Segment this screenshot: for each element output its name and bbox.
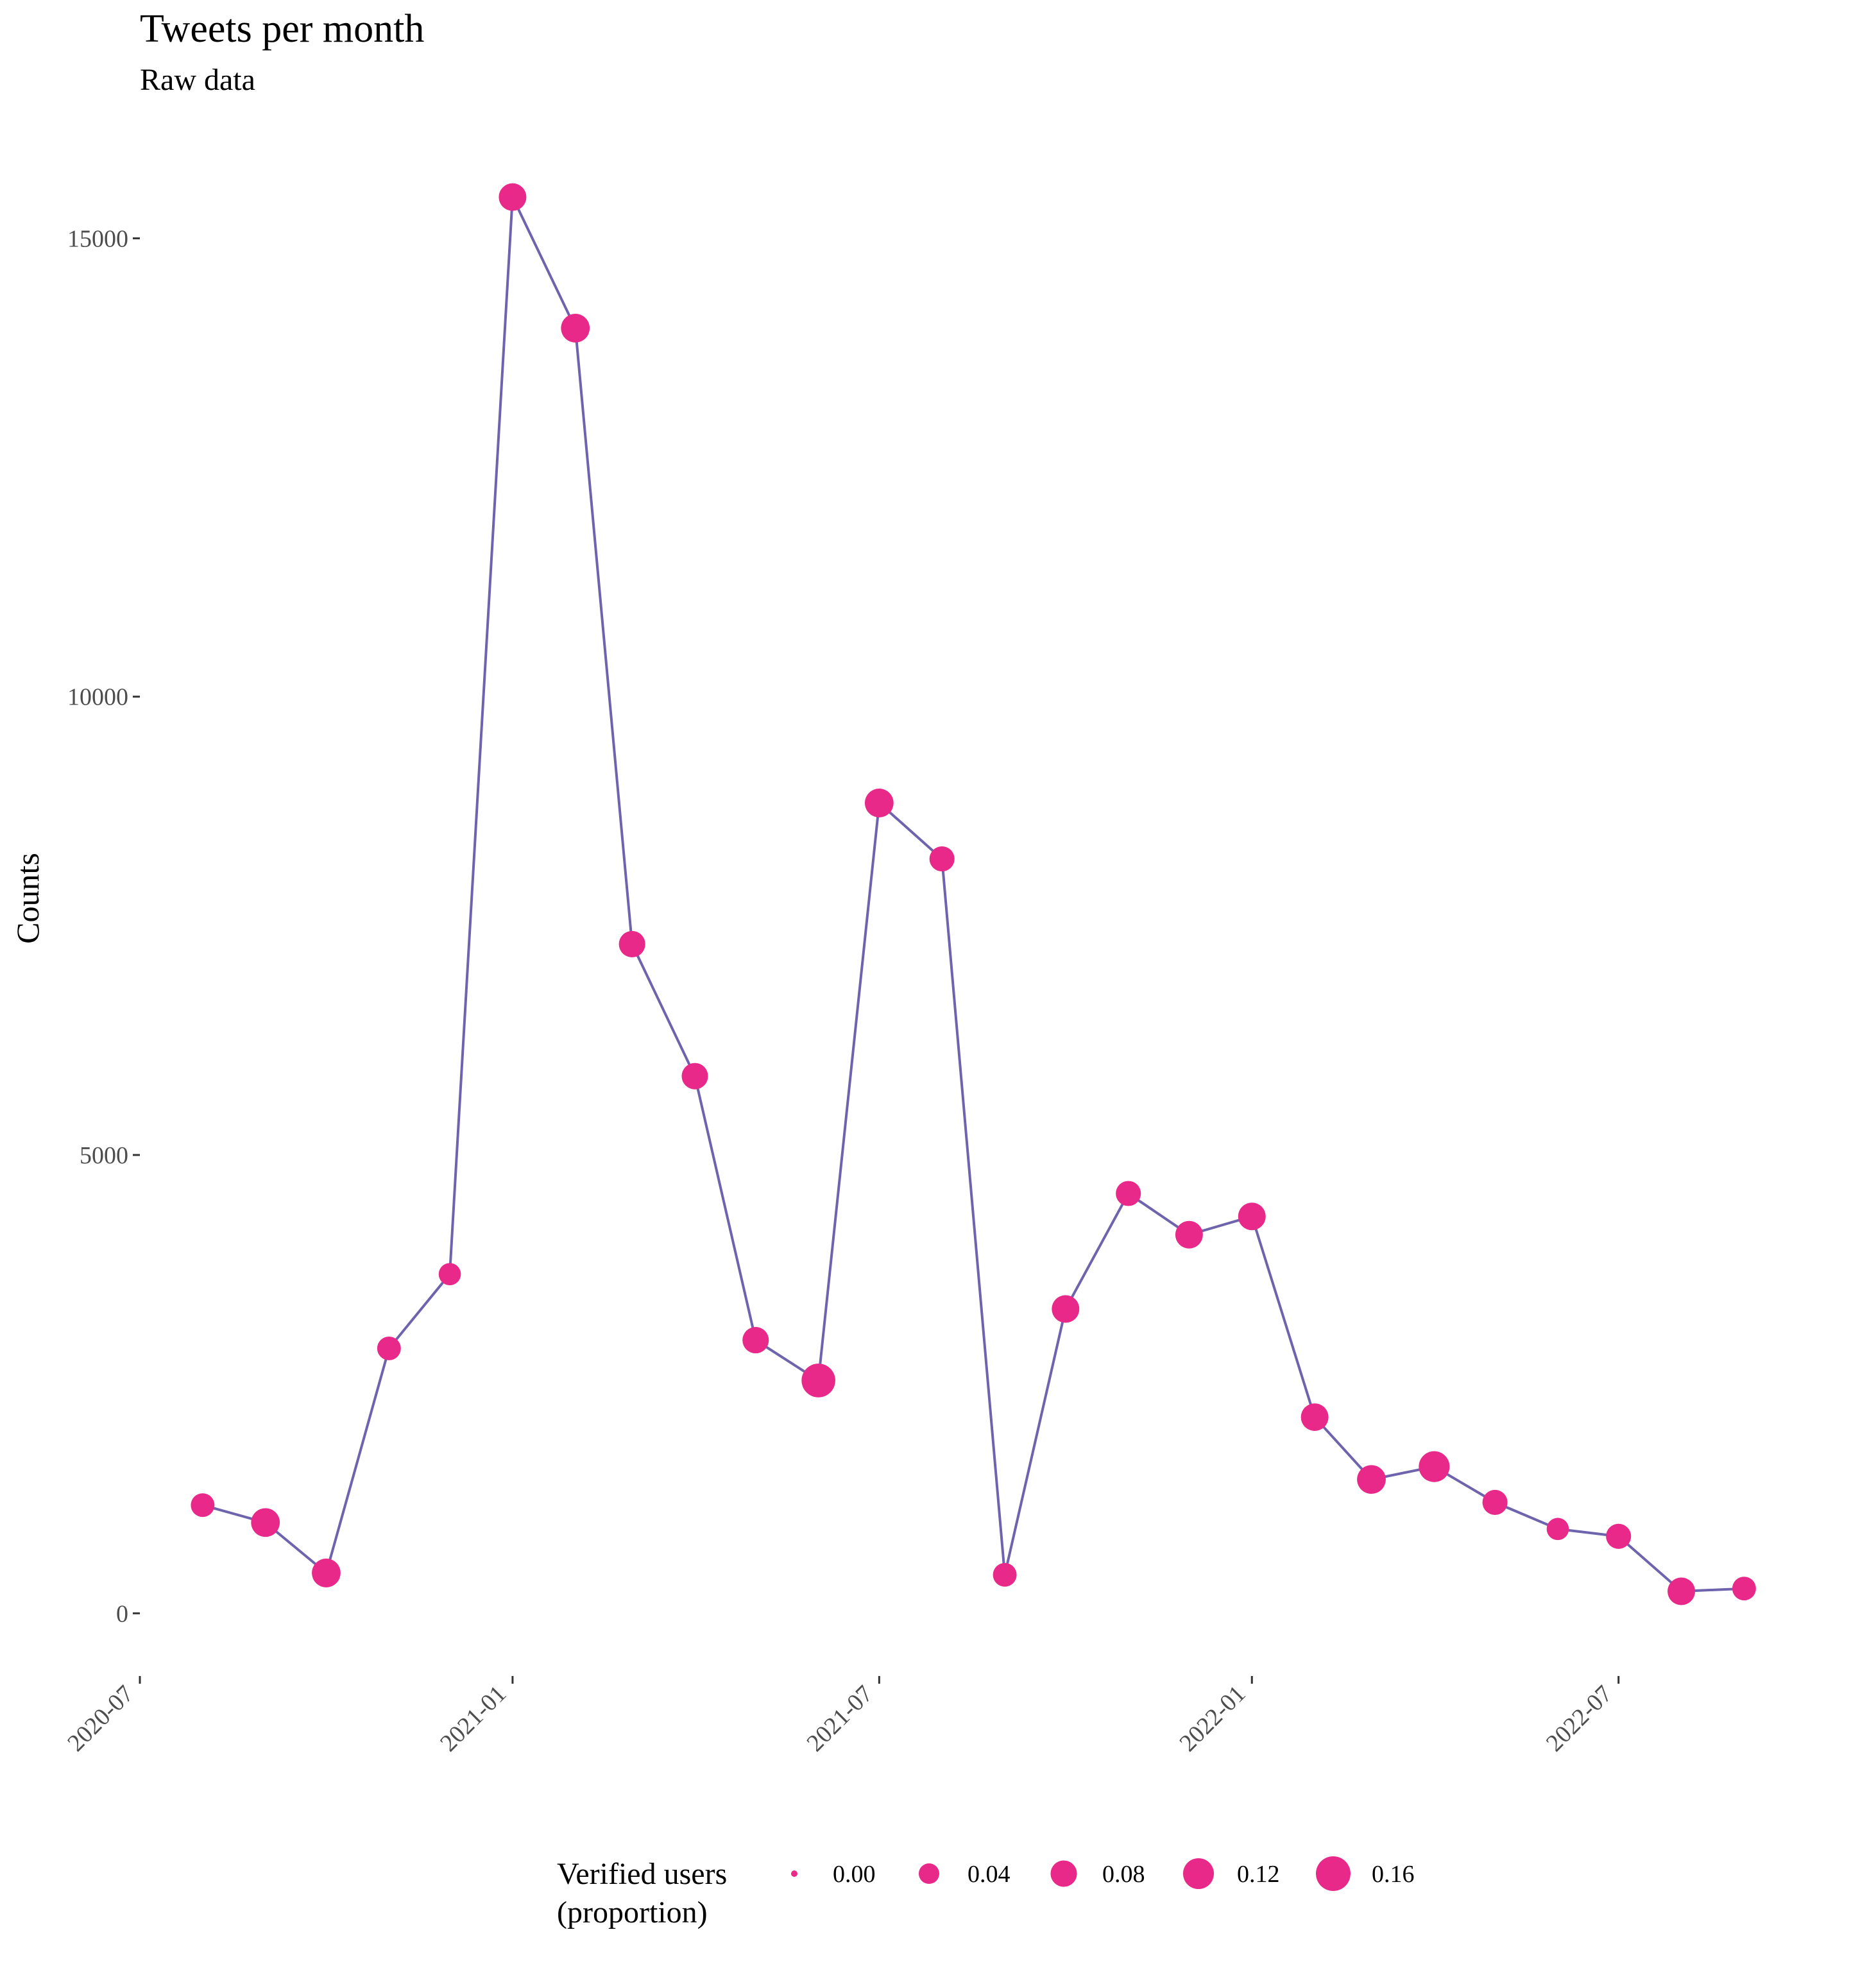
legend-key [919, 1863, 939, 1884]
x-tick-label: 2021-07 [801, 1680, 878, 1757]
data-point [377, 1336, 401, 1360]
legend-key [1182, 1858, 1215, 1890]
data-point [1300, 1403, 1329, 1432]
data-point [1175, 1220, 1203, 1249]
x-axis: 2020-07 2021-01 2021-07 2022-01 2022-07 [62, 1676, 1620, 1757]
x-tick-label: 2020-07 [62, 1680, 139, 1757]
y-tick-label: 15000 [67, 225, 128, 252]
data-point [1546, 1518, 1569, 1541]
legend-label: 0.00 [833, 1861, 876, 1888]
series-line [202, 196, 1744, 1593]
legend-title-line1: Verified users [557, 1857, 727, 1891]
y-axis: 0 5000 10000 15000 [67, 225, 140, 1627]
data-point [191, 1493, 215, 1518]
data-point [681, 1063, 708, 1090]
data-point [1732, 1577, 1756, 1601]
x-tick-label: 2022-01 [1174, 1680, 1250, 1757]
data-point [251, 1508, 280, 1537]
data-point [993, 1562, 1017, 1587]
data-point [618, 930, 645, 957]
legend-label: 0.08 [1102, 1861, 1145, 1888]
legend-key [791, 1870, 797, 1877]
legend-title-line2: (proportion) [557, 1895, 708, 1929]
data-point [1606, 1523, 1632, 1549]
legend-label: 0.16 [1372, 1861, 1415, 1888]
chart-title: Tweets per month [140, 7, 424, 51]
series-layer [191, 183, 1756, 1605]
data-point [929, 846, 955, 872]
data-point [1116, 1181, 1141, 1206]
data-point [312, 1559, 341, 1587]
chart-subtitle: Raw data [140, 63, 255, 97]
legend-key [1316, 1856, 1351, 1891]
y-tick-label: 5000 [80, 1142, 128, 1169]
y-tick-label: 10000 [67, 684, 128, 711]
data-point [864, 789, 894, 817]
data-point [1419, 1451, 1450, 1482]
y-tick-label: 0 [116, 1600, 128, 1627]
legend-label: 0.04 [968, 1861, 1010, 1888]
data-point [561, 314, 590, 343]
data-point [438, 1263, 461, 1286]
y-axis-label: Counts [10, 853, 46, 944]
data-point [801, 1364, 835, 1398]
x-tick-label: 2021-01 [435, 1680, 511, 1757]
data-point [1357, 1465, 1386, 1494]
size-legend: Verified users (proportion) 0.00 0.04 0.08… [557, 1856, 1415, 1929]
data-point [1482, 1489, 1508, 1515]
data-point [1667, 1577, 1696, 1605]
data-point [1052, 1295, 1080, 1323]
data-point [742, 1327, 769, 1354]
data-point [1238, 1202, 1266, 1231]
x-tick-label: 2022-07 [1541, 1680, 1617, 1757]
legend-label: 0.12 [1237, 1861, 1280, 1888]
legend-key [1050, 1860, 1077, 1887]
data-point [499, 183, 527, 211]
